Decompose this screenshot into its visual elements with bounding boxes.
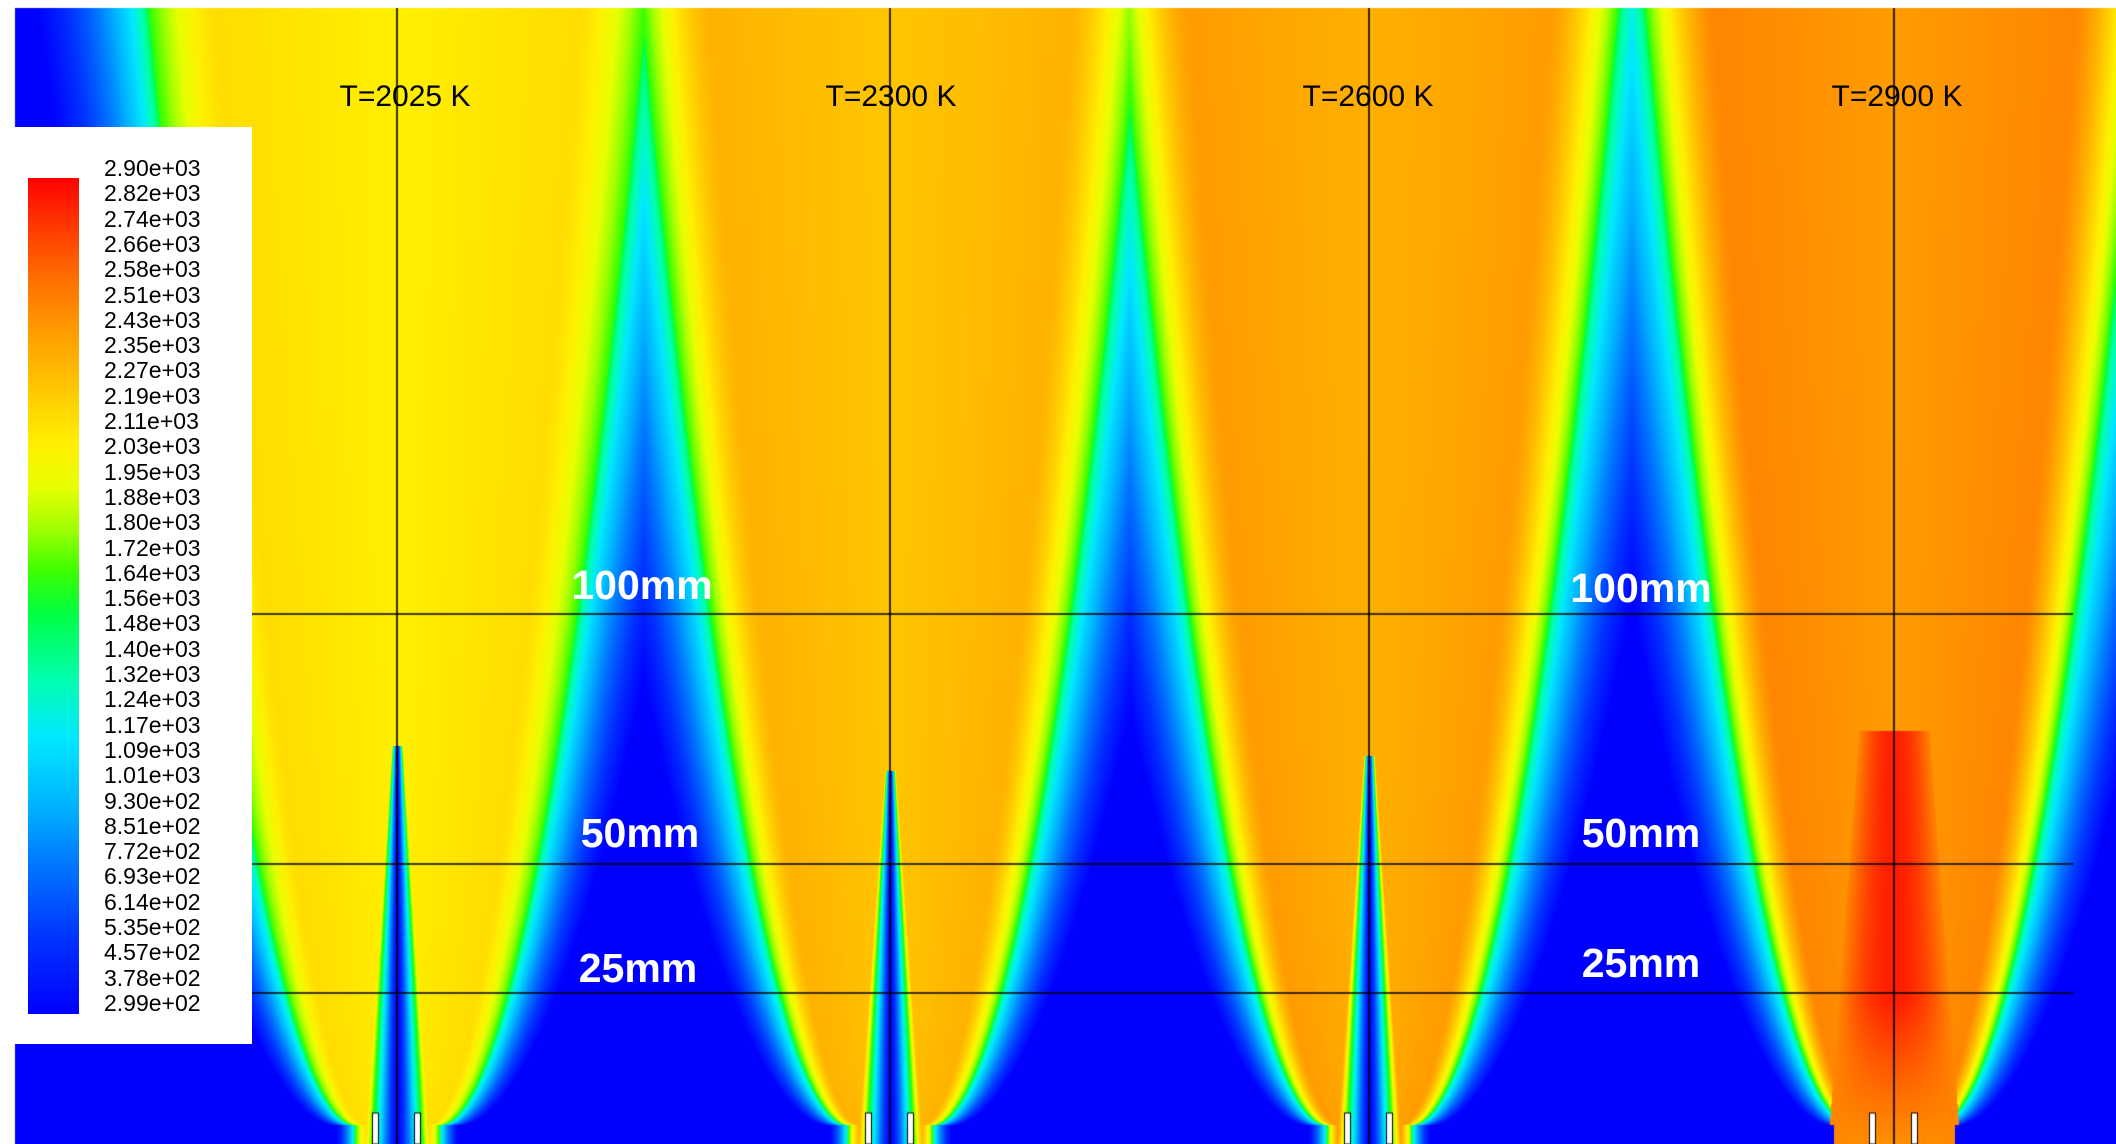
colorbar-tick: 3.78e+02 [104,964,201,991]
colorbar-tick: 1.17e+03 [104,711,201,738]
colorbar-tick: 1.88e+03 [104,483,201,510]
colorbar-tick: 1.09e+03 [104,736,201,763]
height-label-right-25mm: 25mm [1581,940,1701,986]
colorbar-tick: 2.27e+03 [104,357,201,384]
colorbar [28,178,79,1014]
colorbar-tick: 2.11e+03 [104,408,199,434]
height-label-left-50mm: 50mm [580,810,700,856]
colorbar-tick: 6.14e+02 [104,888,201,915]
colorbar-tick: 1.64e+03 [104,559,201,586]
panel-title-1: T=2025 K [339,80,471,113]
height-label-right-50mm: 50mm [1581,810,1701,856]
colorbar-tick: 2.03e+03 [104,433,201,460]
colorbar-tick: 2.90e+03 [104,155,201,181]
colorbar-tick: 4.57e+02 [104,939,201,966]
colorbar-tick: 2.35e+03 [104,332,201,359]
colorbar-tick: 1.40e+03 [104,635,201,662]
colorbar-tick: 2.66e+03 [104,230,201,257]
colorbar-tick: 7.72e+02 [104,838,201,865]
colorbar-tick: 8.51e+02 [104,812,201,839]
colorbar-tick: 1.80e+03 [104,509,201,536]
colorbar-tick: 2.19e+03 [104,382,201,409]
height-label-left-100mm: 100mm [571,562,713,608]
colorbar-tick: 2.74e+03 [104,205,201,232]
colorbar-tick: 2.99e+02 [104,989,201,1016]
height-label-left-25mm: 25mm [578,945,698,991]
colorbar-tick: 1.72e+03 [104,534,201,561]
colorbar-tick: 6.93e+02 [104,863,201,890]
panel-title-2: T=2300 K [825,80,957,113]
panel-title-4: T=2900 K [1831,80,1963,113]
colorbar-tick: 9.30e+02 [104,787,201,814]
colorbar-tick: 2.51e+03 [104,281,201,308]
panel-title-3: T=2600 K [1302,80,1434,113]
colorbar-tick: 1.56e+03 [104,585,201,612]
colorbar-tick: 2.58e+03 [104,256,201,283]
colorbar-tick: 1.48e+03 [104,610,201,637]
colorbar-tick: 1.95e+03 [104,458,201,485]
colorbar-tick: 2.82e+03 [104,180,201,207]
colorbar-tick: 2.43e+03 [104,306,201,333]
colorbar-tick: 1.32e+03 [104,661,201,687]
colorbar-tick: 1.24e+03 [104,686,201,713]
colorbar-tick: 5.35e+02 [104,914,201,940]
height-label-right-100mm: 100mm [1570,565,1712,611]
colorbar-tick: 1.01e+03 [104,762,201,789]
